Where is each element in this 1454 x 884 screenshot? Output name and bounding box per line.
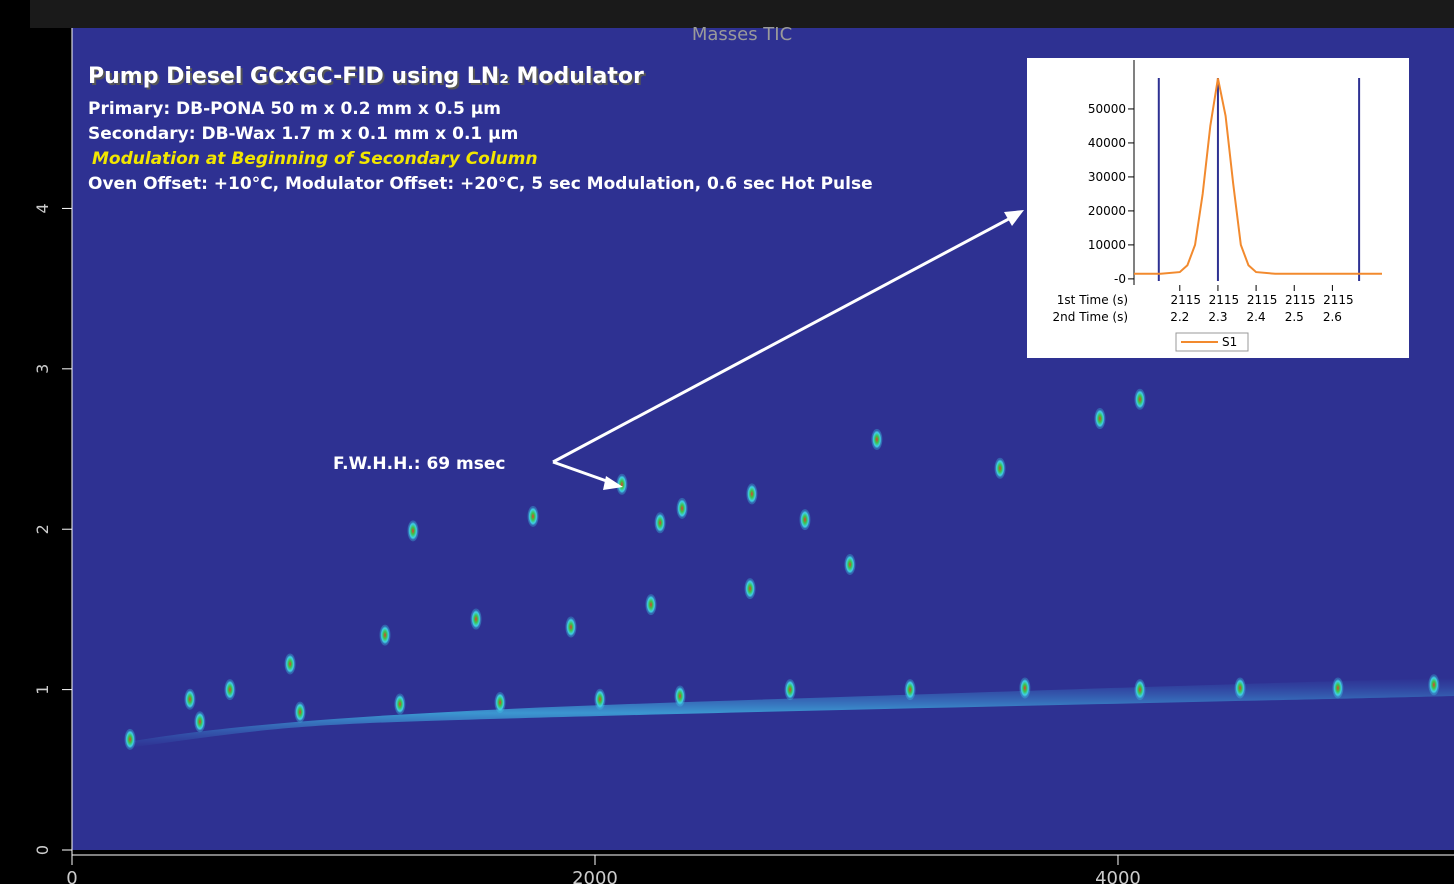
peak bbox=[871, 428, 883, 450]
peak bbox=[407, 520, 419, 542]
y-tick-label: 0 bbox=[33, 845, 52, 855]
peak bbox=[527, 505, 539, 527]
note-line: Secondary: DB-Wax 1.7 m x 0.1 mm x 0.1 µ… bbox=[88, 124, 519, 144]
peak bbox=[674, 685, 686, 707]
peak bbox=[394, 693, 406, 715]
peak bbox=[746, 483, 758, 505]
x-axis-label: 1st Time (s) bbox=[1057, 293, 1128, 307]
y-tick-label: 30000 bbox=[1088, 170, 1126, 184]
ridge bbox=[128, 678, 1454, 748]
x-tick-label: 2.2 bbox=[1170, 310, 1189, 324]
y-tick-label: 2 bbox=[33, 524, 52, 534]
y-tick-label: 10000 bbox=[1088, 238, 1126, 252]
peak bbox=[284, 653, 296, 675]
annotation: F.W.H.H.: 69 msec bbox=[333, 454, 506, 474]
y-tick-label: 50000 bbox=[1088, 102, 1126, 116]
peak bbox=[224, 679, 236, 701]
y-tick-label: 20000 bbox=[1088, 204, 1126, 218]
heading: Pump Diesel GCxGC-FID using LN₂ Modulato… bbox=[88, 64, 644, 89]
peak bbox=[1332, 677, 1344, 699]
peak bbox=[1134, 388, 1146, 410]
y-tick-label: 40000 bbox=[1088, 136, 1126, 150]
legend-label: S1 bbox=[1222, 335, 1237, 349]
chart-title: Masses TIC bbox=[692, 24, 792, 45]
peak bbox=[645, 594, 657, 616]
note-line: Modulation at Beginning of Secondary Col… bbox=[92, 149, 538, 169]
peak bbox=[844, 554, 856, 576]
title-bar bbox=[30, 0, 1454, 28]
arrow-head bbox=[603, 476, 623, 490]
peak bbox=[1428, 674, 1440, 696]
peak bbox=[494, 691, 506, 713]
arrow bbox=[552, 460, 616, 486]
peak bbox=[1094, 408, 1106, 430]
x-tick-label: 4000 bbox=[1095, 868, 1141, 884]
note-line: Primary: DB-PONA 50 m x 0.2 mm x 0.5 µm bbox=[88, 99, 501, 119]
peak bbox=[799, 509, 811, 531]
x-tick-label: 2.3 bbox=[1208, 310, 1227, 324]
x-tick-label: 2000 bbox=[572, 868, 618, 884]
x-tick-label: 2115 bbox=[1285, 293, 1316, 307]
notes: Primary: DB-PONA 50 m x 0.2 mm x 0.5 µm … bbox=[88, 97, 968, 197]
peak bbox=[379, 624, 391, 646]
peak bbox=[124, 728, 136, 750]
peak bbox=[194, 711, 206, 733]
x-tick-label: 2115 bbox=[1247, 293, 1278, 307]
y-tick-label: 1 bbox=[33, 685, 52, 695]
peak bbox=[1234, 677, 1246, 699]
peak bbox=[744, 578, 756, 600]
arrow-head bbox=[1004, 210, 1024, 226]
peak bbox=[294, 701, 306, 723]
x-tick-label: 2.4 bbox=[1247, 310, 1266, 324]
peak bbox=[676, 497, 688, 519]
peak bbox=[594, 688, 606, 710]
line-series bbox=[1134, 78, 1382, 275]
x-axis-label: 2nd Time (s) bbox=[1053, 310, 1128, 324]
peak bbox=[904, 679, 916, 701]
peak bbox=[1134, 679, 1146, 701]
x-tick-label: 2.6 bbox=[1323, 310, 1342, 324]
y-tick-label: 3 bbox=[33, 364, 52, 374]
peak bbox=[1019, 677, 1031, 699]
x-tick-label: 2115 bbox=[1171, 293, 1202, 307]
peak bbox=[565, 616, 577, 638]
peak bbox=[470, 608, 482, 630]
peak bbox=[184, 688, 196, 710]
peak bbox=[784, 679, 796, 701]
x-tick-label: 2.5 bbox=[1285, 310, 1304, 324]
arrow bbox=[552, 212, 1019, 464]
y-tick-label: 4 bbox=[33, 203, 52, 213]
x-tick-label: 2115 bbox=[1209, 293, 1240, 307]
peak bbox=[654, 512, 666, 534]
note-line: Oven Offset: +10°C, Modulator Offset: +2… bbox=[88, 174, 873, 194]
x-tick-label: 2115 bbox=[1323, 293, 1354, 307]
y-tick-label: -0 bbox=[1114, 272, 1126, 286]
peak bbox=[994, 457, 1006, 479]
x-tick-label: 0 bbox=[66, 868, 77, 884]
